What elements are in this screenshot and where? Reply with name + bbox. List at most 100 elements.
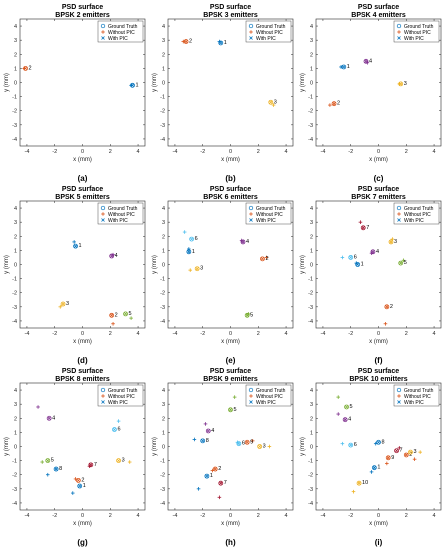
y-tick-label: 0 [14, 263, 17, 269]
emitter-1: 1 [354, 261, 364, 268]
emitter-label: 6 [195, 236, 198, 242]
x-tick-label: 4 [137, 513, 140, 519]
ground-truth-point [370, 249, 376, 255]
x-tick-label: 2 [405, 149, 408, 155]
chart-subtitle: BPSK 4 emitters [351, 12, 406, 19]
without-pic-point [72, 240, 76, 244]
chart-subtitle: BPSK 10 emitters [349, 376, 407, 383]
y-tick-label: 2 [310, 416, 313, 422]
x-tick-label: -2 [200, 149, 205, 155]
with-pic-point [61, 302, 65, 306]
legend-entry: Ground Truth [404, 24, 434, 30]
y-tick-label: -2 [12, 109, 17, 115]
emitter-label: 5 [234, 407, 237, 413]
ground-truth-point [408, 449, 413, 455]
with-pic-point [241, 240, 245, 244]
y-axis-label: y (mm) [300, 73, 306, 92]
emitter-label: 3 [66, 301, 69, 307]
ground-truth-point [200, 438, 206, 444]
x-axis-label: x (mm) [369, 339, 388, 345]
legend-ground-truth-marker [396, 205, 402, 211]
ground-truth-point [194, 266, 200, 272]
y-tick-label: 2 [310, 52, 313, 58]
with-pic-point [73, 244, 78, 248]
x-tick-label: 2 [109, 149, 112, 155]
emitter-2: 2 [383, 304, 393, 326]
legend-without-pic-marker [397, 30, 401, 34]
legend-with-pic-marker [397, 36, 401, 40]
ground-truth-point [360, 225, 366, 231]
without-pic-point [40, 460, 45, 464]
emitter-label: 4 [52, 415, 55, 421]
ground-truth-point [130, 82, 135, 88]
without-pic-point [401, 258, 406, 263]
ground-truth-point [385, 455, 391, 461]
emitter-label: 7 [224, 480, 227, 486]
y-tick-label: 4 [310, 388, 313, 394]
emitter-label: 2 [337, 101, 340, 107]
y-tick-label: -3 [308, 487, 313, 493]
emitter-1: 1 [369, 465, 380, 474]
legend-without-pic-marker [249, 30, 253, 34]
emitter-4: 4 [363, 58, 372, 65]
x-tick-label: 4 [433, 513, 436, 519]
with-pic-point [213, 467, 218, 471]
with-pic-point [385, 305, 389, 309]
emitter-6: 6 [112, 419, 121, 433]
emitter-3: 3 [408, 449, 422, 455]
ground-truth-point [244, 312, 250, 318]
x-tick-label: 2 [257, 149, 260, 155]
with-pic-point [45, 458, 50, 463]
ground-truth-point [218, 40, 224, 46]
emitter-8: 8 [373, 439, 385, 446]
emitter-label: 8 [382, 439, 385, 445]
legend-without-pic-marker [397, 212, 401, 216]
x-tick-label: -2 [52, 149, 57, 155]
without-pic-point [383, 321, 388, 326]
ground-truth-point [109, 312, 115, 318]
panel-label: (g) [77, 538, 88, 547]
without-pic-point [45, 472, 50, 477]
ground-truth-point [244, 439, 250, 445]
y-tick-label: 0 [310, 263, 313, 269]
emitter-4: 4 [336, 412, 351, 423]
with-pic-point [348, 443, 353, 447]
y-tick-label: -1 [12, 459, 17, 465]
without-pic-point [188, 268, 193, 272]
x-tick-label: 2 [109, 331, 112, 337]
chart-subtitle: BPSK 9 emitters [203, 376, 258, 383]
chart-title: PSD surface [210, 186, 251, 193]
with-pic-point [332, 101, 336, 106]
ground-truth-point [189, 236, 195, 242]
panel-label: (d) [77, 356, 88, 365]
emitter-10: 10 [351, 480, 368, 494]
y-tick-label: -2 [160, 473, 165, 479]
legend-entry: Ground Truth [404, 388, 434, 394]
emitter-5: 5 [123, 311, 133, 320]
with-pic-point [123, 312, 128, 316]
legend-entry: Ground Truth [108, 24, 138, 30]
y-tick-label: -3 [308, 123, 313, 129]
emitter-1: 1 [217, 39, 227, 46]
x-tick-label: -2 [52, 331, 57, 337]
with-pic-point [408, 450, 413, 454]
y-tick-label: 0 [162, 81, 165, 87]
legend-with-pic-marker [101, 400, 105, 404]
without-pic-point [250, 439, 255, 443]
emitter-6: 6 [340, 254, 357, 260]
y-axis-label: y (mm) [152, 437, 158, 456]
legend-without-pic-marker [249, 212, 253, 216]
ground-truth-point [123, 311, 128, 317]
ground-truth-point [186, 249, 192, 255]
ground-truth-point [398, 260, 404, 266]
legend-entry: Without PIC [256, 30, 283, 36]
without-pic-point [340, 255, 345, 260]
with-pic-point [116, 458, 121, 463]
y-tick-label: 2 [162, 52, 165, 58]
legend-entry: With PIC [404, 36, 424, 42]
y-tick-label: 1 [14, 66, 17, 72]
legend-entry: Without PIC [404, 212, 431, 218]
without-pic-point [328, 103, 332, 107]
ground-truth-point [341, 64, 347, 70]
